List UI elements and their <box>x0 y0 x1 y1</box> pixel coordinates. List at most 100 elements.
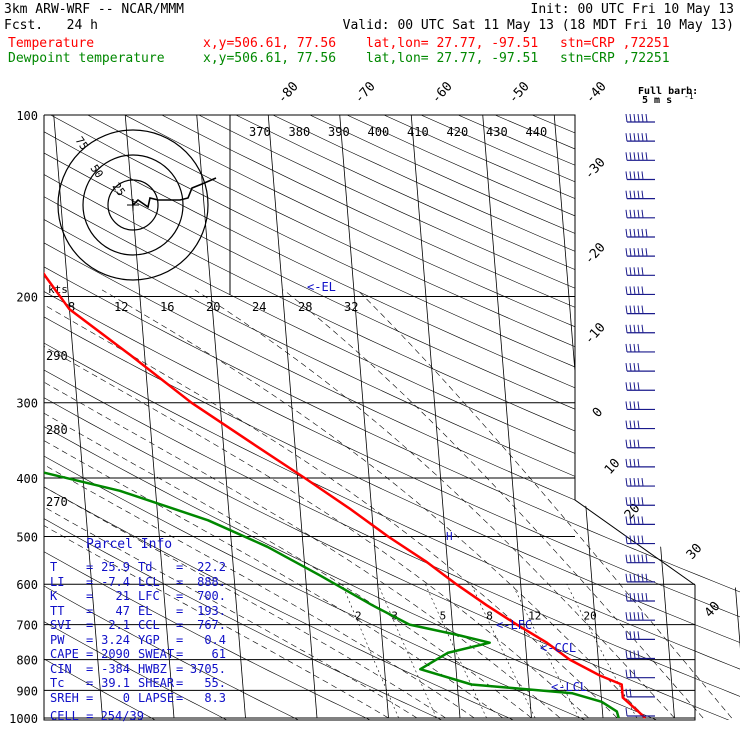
parcel-cell-text: 21 <box>115 589 130 603</box>
barb-tick <box>637 478 640 487</box>
barb-tick <box>629 573 632 582</box>
barb-tick <box>629 324 632 333</box>
theta-label: 430 <box>486 125 508 139</box>
dewp-legend-label: Dewpoint temperature <box>8 51 165 66</box>
barb-tick <box>637 439 640 448</box>
temp-label-top: -50 <box>506 79 533 106</box>
pressure-label: 500 <box>16 530 38 544</box>
wind-barbs <box>625 113 655 717</box>
level-annotations: <-EL <-LFC <-CCL <-LCL H Full barb:5 m s -1 <box>307 86 698 694</box>
wind-barb <box>625 324 655 334</box>
barb-tick <box>641 497 644 506</box>
temp-label-top: -40 <box>583 79 610 106</box>
parcel-row: PW = 3.24 YGP = 0.4 <box>50 633 235 648</box>
barb-tick <box>625 707 628 717</box>
wind-barb <box>625 305 655 315</box>
barb-tick <box>629 286 632 295</box>
theta-label-left: 290 <box>46 349 68 363</box>
temp-label-top: -60 <box>429 79 456 106</box>
barb-tick <box>629 535 632 544</box>
mixing-ratio-line <box>341 584 399 719</box>
wind-barb <box>625 688 655 698</box>
dry-adiabat-line <box>531 115 740 720</box>
parcel-cell-text: K <box>50 589 58 603</box>
barb-tick <box>629 669 632 678</box>
barb-tick <box>641 535 644 544</box>
theta-label: 380 <box>289 125 311 139</box>
dry-adiabat-line <box>44 115 740 720</box>
barb-tick <box>637 631 640 640</box>
barb-tick <box>633 363 636 372</box>
parcel-cell-text: Td <box>138 560 153 574</box>
barb-tick <box>637 382 640 391</box>
barb-tick <box>625 516 628 525</box>
barb-tick <box>637 401 640 410</box>
parcel-row: Tc = 39.1 SHEAR = 55. <box>50 676 235 691</box>
mixing-ratio-label: 5 <box>440 610 447 623</box>
barb-tick <box>629 458 632 467</box>
barb-tick <box>637 535 640 544</box>
barb-key-unit: 5 m s <box>642 95 672 106</box>
temp-label-right: 0 <box>590 405 606 421</box>
parcel-cell-text: TT <box>50 603 65 618</box>
dry-adiabat-line <box>44 115 740 720</box>
wind-barb <box>625 707 655 717</box>
barb-tick <box>629 267 632 276</box>
barb-tick <box>645 248 648 257</box>
barb-tick <box>625 209 628 218</box>
barb-tick <box>633 248 636 257</box>
parcel-cell: CELL = 254/39 <box>50 709 144 723</box>
barb-tick <box>629 401 632 410</box>
init-time: Init: 00 UTC Fri 10 May 13 <box>530 2 735 17</box>
barb-key-title: Full barb: <box>638 86 698 97</box>
wind-barb <box>625 190 655 200</box>
parcel-cell-text: = <box>176 574 184 589</box>
parcel-cell-text: SWEAT <box>138 647 175 661</box>
barb-tick <box>637 554 640 563</box>
parcel-cell-text: 47 <box>115 603 130 618</box>
barb-tick <box>629 363 632 372</box>
barb-tick <box>641 516 644 525</box>
parcel-cell-text: = <box>86 560 94 574</box>
barb-tick <box>645 228 648 238</box>
pressure-label: 400 <box>16 472 38 486</box>
barb-tick <box>641 573 644 582</box>
parcel-cell-text: 767. <box>197 618 226 632</box>
dry-adiabat-line <box>44 115 740 720</box>
moist-adiabat-line <box>44 289 504 719</box>
wind-barb <box>625 152 655 161</box>
parcel-cell-text: 0 <box>122 690 130 705</box>
parcel-cell-text: = <box>86 603 94 618</box>
dry-adiabat-line <box>44 115 740 720</box>
parcel-cell-text: = <box>176 560 184 574</box>
model-title: 3km ARW-WRF -- NCAR/MMM <box>4 2 185 17</box>
wind-barb <box>625 535 655 545</box>
barb-tick <box>637 650 640 659</box>
barb-tick <box>633 190 636 199</box>
parcel-cell-text: = <box>176 603 184 618</box>
parcel-cell-text: = <box>86 574 94 589</box>
temp-label-right: -30 <box>582 155 609 182</box>
temp-label-right: 20 <box>622 501 644 523</box>
wind-barb <box>625 382 655 391</box>
barb-tick <box>645 592 648 602</box>
wind-barb <box>625 343 655 353</box>
parcel-cell-text: Tc <box>50 676 65 690</box>
barb-tick <box>625 401 628 410</box>
barb-tick <box>633 267 636 276</box>
parcel-cell-text: = <box>86 647 94 661</box>
barb-tick <box>633 324 636 333</box>
barb-tick <box>633 305 636 314</box>
parcel-cell-text: = <box>86 661 94 676</box>
barb-tick <box>629 420 632 429</box>
hodo-ring-label: 75 <box>73 134 91 152</box>
barb-tick <box>625 573 628 582</box>
barb-tick <box>641 478 644 487</box>
dry-adiabat-line <box>44 115 740 720</box>
dry-adiabat-line <box>50 115 740 720</box>
dry-adiabat-line <box>44 115 391 720</box>
barb-tick <box>645 554 648 563</box>
parcel-cell-text: = <box>176 661 184 676</box>
barb-tick <box>641 612 644 621</box>
